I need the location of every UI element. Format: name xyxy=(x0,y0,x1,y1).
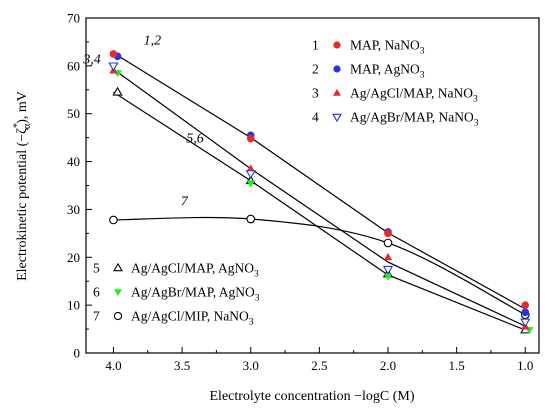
legend-entry-subscript: 3 xyxy=(420,47,425,57)
data-point xyxy=(109,50,118,58)
legend-entry-name: MAP, AgNO xyxy=(350,62,420,77)
axis-ticks: 4.0 3.5 3.0 2.5 2.0 1.5 1.0 0 10 20 30 40 50 60 70 xyxy=(67,11,533,374)
y-tick-label: 70 xyxy=(67,11,80,26)
x-tick-label: 2.0 xyxy=(380,358,396,373)
legend-entry-label: MAP, NaNO3 xyxy=(350,38,425,57)
curve-annotations: 1,2 3,4 5,6 7 xyxy=(82,33,203,209)
data-point xyxy=(246,164,255,172)
data-point xyxy=(113,311,123,321)
legend-entry-subscript: 3 xyxy=(474,119,479,129)
x-tick-label: 1.5 xyxy=(449,358,465,373)
data-point xyxy=(245,170,256,180)
legend-entry-label: Ag/AgBr/MAP, AgNO3 xyxy=(131,285,260,304)
y-tick-label: 10 xyxy=(67,298,80,313)
legend-entry-number: 4 xyxy=(312,110,319,125)
legend-entry-name: Ag/AgCl/MAP, NaNO xyxy=(350,86,473,101)
legend-entry-name: Ag/AgBr/MAP, AgNO xyxy=(131,285,255,300)
curve-annotation-label: 5,6 xyxy=(186,131,204,146)
legend-entry-number: 1 xyxy=(312,38,319,53)
legend-entry-number: 7 xyxy=(93,309,100,324)
data-point xyxy=(333,65,341,73)
data-point xyxy=(383,273,393,281)
legend-entry: 2 MAP, AgNO3 xyxy=(312,62,425,81)
legend-entry: 3 Ag/AgCl/MAP, NaNO3 xyxy=(312,86,478,105)
legend-entry-name: Ag/AgCl/MAP, AgNO xyxy=(131,261,254,276)
data-point xyxy=(109,215,118,225)
data-markers xyxy=(108,50,534,335)
fit-curve xyxy=(113,216,526,316)
data-point xyxy=(383,238,393,248)
data-point xyxy=(384,229,392,238)
legend-entry: 5 Ag/AgCl/MAP, AgNO3 xyxy=(93,261,259,280)
legend-entry-name: MAP, NaNO xyxy=(350,38,420,53)
curve-annotation-label: 1,2 xyxy=(144,33,162,48)
legend-entry: 1 MAP, NaNO3 xyxy=(312,38,425,57)
data-point xyxy=(246,134,255,143)
curve-annotation-label: 7 xyxy=(181,195,189,210)
x-axis-label: Electrolyte concentration −logC (M) xyxy=(210,389,415,404)
data-point xyxy=(520,318,531,328)
legend-entry-number: 3 xyxy=(312,86,319,101)
data-point xyxy=(333,88,341,96)
x-tick-label: 3.5 xyxy=(174,358,190,373)
data-point xyxy=(246,214,256,224)
data-point xyxy=(246,180,255,188)
y-axis-label: Electrokinetic potential (−ζ*α), mV xyxy=(12,91,33,281)
legend-entry-name: Ag/AgBr/MAP, NaNO xyxy=(350,110,474,125)
legend-entry-subscript: 3 xyxy=(420,71,425,81)
legend-entry-label: Ag/AgCl/MIP, NaNO3 xyxy=(131,309,254,328)
legend-entry-subscript: 3 xyxy=(249,318,254,328)
y-axis-label-sub: α xyxy=(22,123,33,129)
data-point xyxy=(114,289,122,297)
legend-entry-subscript: 3 xyxy=(255,294,260,304)
y-axis-label-suffix: ), mV xyxy=(15,91,30,124)
legend-entry-number: 2 xyxy=(312,62,319,77)
legend-entry: 6 Ag/AgBr/MAP, AgNO3 xyxy=(93,285,260,304)
legend-entry-label: Ag/AgCl/MAP, AgNO3 xyxy=(131,261,259,280)
data-point xyxy=(382,265,394,275)
fit-curve xyxy=(113,68,526,327)
y-tick-label: 60 xyxy=(67,58,80,73)
data-point xyxy=(333,41,341,49)
x-tick-label: 1.0 xyxy=(517,358,533,373)
legend-entry-label: Ag/AgBr/MAP, NaNO3 xyxy=(350,110,479,129)
legend-entry-subscript: 3 xyxy=(473,95,478,105)
y-tick-label: 50 xyxy=(67,106,80,121)
legend-entry: 4 Ag/AgBr/MAP, NaNO3 xyxy=(312,110,479,129)
legend-entry-number: 6 xyxy=(93,285,100,300)
y-tick-label: 30 xyxy=(67,202,80,217)
y-tick-label: 40 xyxy=(67,154,80,169)
data-point xyxy=(383,252,393,261)
data-point xyxy=(108,62,119,72)
data-point xyxy=(332,113,342,123)
data-point xyxy=(521,301,530,309)
legend-entry-label: Ag/AgCl/MAP, NaNO3 xyxy=(350,86,478,105)
data-point xyxy=(113,262,123,272)
legend-entry-subscript: 3 xyxy=(254,270,259,280)
y-axis-label-sup: * xyxy=(12,123,23,128)
legend-entry: 7 Ag/AgCl/MIP, NaNO3 xyxy=(93,309,254,328)
legend-entry-label: MAP, AgNO3 xyxy=(350,62,425,81)
data-point xyxy=(112,86,123,96)
x-tick-label: 3.0 xyxy=(243,358,259,373)
fit-curve xyxy=(113,91,526,331)
data-point xyxy=(521,308,530,317)
x-tick-label: 2.5 xyxy=(311,358,327,373)
y-tick-label: 0 xyxy=(74,346,81,361)
y-tick-label: 20 xyxy=(67,250,80,265)
y-axis-label-prefix: Electrokinetic potential (−ζ xyxy=(15,128,30,281)
legend-entry-number: 5 xyxy=(93,261,100,276)
fit-curves xyxy=(113,52,526,331)
curve-annotation-label: 3,4 xyxy=(82,52,101,67)
x-tick-label: 4.0 xyxy=(105,358,121,373)
legend-entry-name: Ag/AgCl/MIP, NaNO xyxy=(131,309,249,324)
fit-curve xyxy=(113,52,526,310)
